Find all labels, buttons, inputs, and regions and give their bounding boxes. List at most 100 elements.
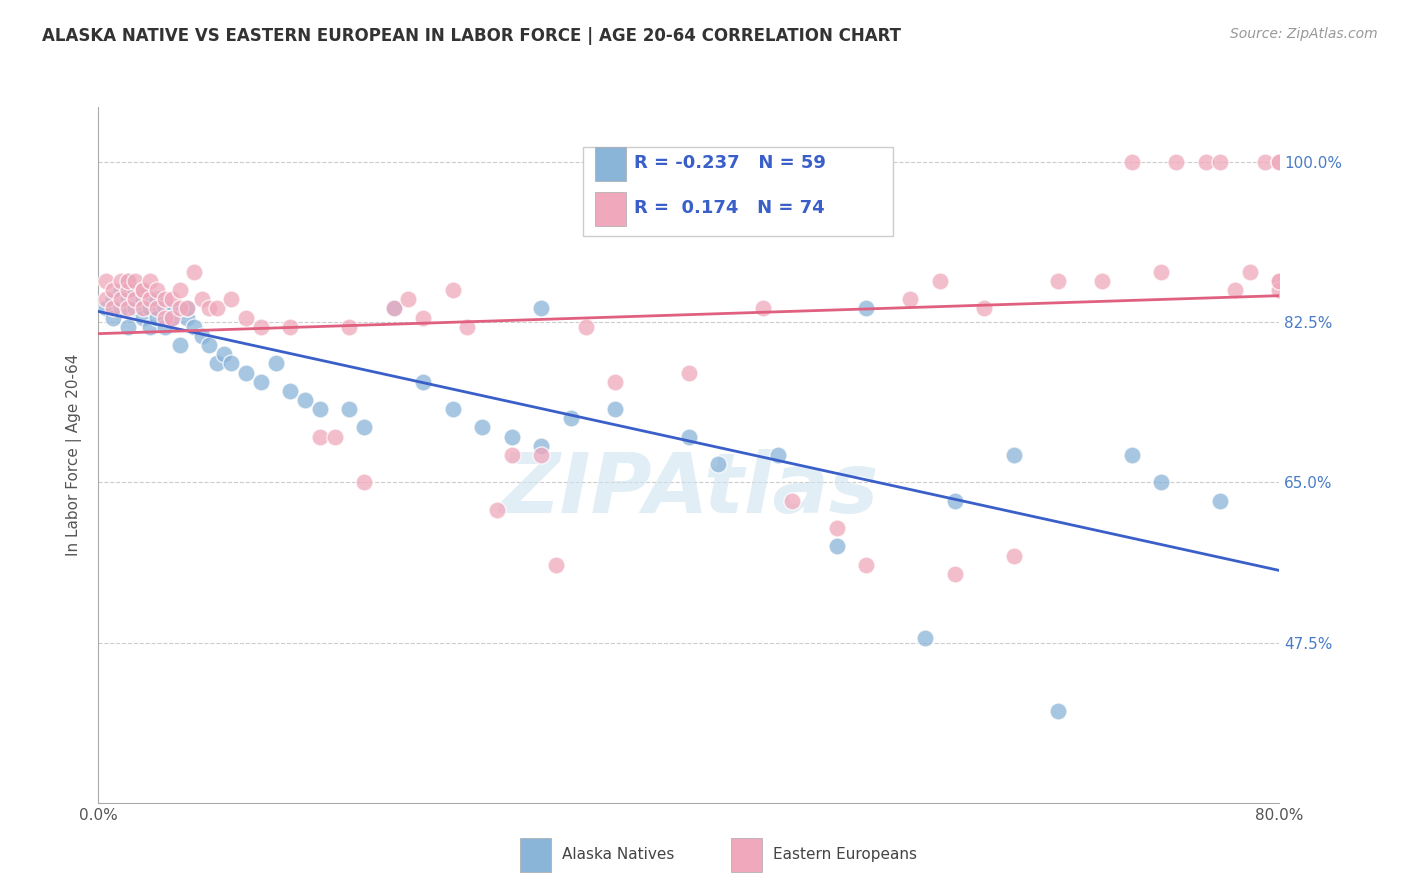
Point (198, 301, 221, 316)
Point (162, 310, 183, 325)
Y-axis label: In Labor Force | Age 20-64: In Labor Force | Age 20-64 (66, 354, 83, 556)
Point (176, 301, 198, 316)
Point (546, 558, 568, 572)
Point (176, 301, 198, 316)
Point (117, 274, 139, 288)
Point (855, 301, 877, 316)
Point (110, 283, 132, 297)
Point (1239, 265, 1261, 279)
Point (1150, 265, 1173, 279)
Point (117, 283, 139, 297)
Point (309, 402, 332, 417)
Point (530, 448, 553, 462)
Point (412, 310, 434, 325)
Point (132, 283, 155, 297)
Point (456, 319, 478, 334)
Point (110, 274, 132, 288)
Point (153, 319, 176, 334)
Point (353, 420, 375, 434)
Point (766, 448, 789, 462)
Point (153, 310, 176, 325)
Point (574, 319, 596, 334)
Point (1209, 493, 1232, 508)
Point (943, 493, 966, 508)
Point (855, 558, 877, 572)
Point (235, 366, 257, 380)
Point (124, 301, 146, 316)
Point (396, 293, 419, 307)
Point (560, 411, 582, 425)
Point (353, 475, 375, 490)
Point (139, 319, 162, 334)
Point (1268, 283, 1291, 297)
Point (1121, 155, 1143, 169)
Point (309, 429, 332, 443)
Point (94, 301, 117, 316)
Point (678, 366, 700, 380)
Point (205, 301, 228, 316)
Point (678, 429, 700, 443)
Point (1209, 155, 1232, 169)
Point (103, 293, 125, 307)
Point (1254, 155, 1277, 169)
Point (323, 429, 346, 443)
Point (1268, 274, 1291, 288)
Point (169, 283, 191, 297)
Point (914, 631, 936, 645)
Point (132, 283, 155, 297)
Text: ALASKA NATIVE VS EASTERN EUROPEAN IN LABOR FORCE | AGE 20-64 CORRELATION CHART: ALASKA NATIVE VS EASTERN EUROPEAN IN LAB… (42, 27, 901, 45)
Text: R = -0.237   N = 59: R = -0.237 N = 59 (634, 154, 825, 172)
Point (183, 265, 205, 279)
Point (198, 338, 221, 352)
Point (162, 310, 183, 325)
Point (132, 293, 155, 307)
Point (117, 274, 139, 288)
Point (132, 283, 155, 297)
Point (294, 392, 316, 407)
Point (441, 402, 464, 417)
Point (264, 356, 287, 370)
Point (1195, 155, 1218, 169)
Point (501, 448, 523, 462)
Point (278, 384, 302, 398)
Point (132, 310, 155, 325)
Point (110, 293, 132, 307)
Point (146, 283, 169, 297)
Point (124, 283, 146, 297)
Point (94, 274, 117, 288)
Text: Eastern Europeans: Eastern Europeans (773, 847, 917, 862)
Point (412, 375, 434, 389)
Point (139, 293, 162, 307)
Point (441, 283, 464, 297)
Point (1091, 274, 1114, 288)
Point (94, 293, 117, 307)
Point (825, 521, 848, 535)
Point (169, 301, 191, 316)
Point (146, 293, 169, 307)
Point (339, 319, 360, 334)
Point (1164, 155, 1187, 169)
Point (250, 319, 273, 334)
Point (124, 293, 146, 307)
Point (1268, 274, 1291, 288)
Point (219, 293, 242, 307)
Point (707, 155, 730, 169)
Point (782, 493, 804, 508)
Point (153, 293, 176, 307)
Point (1046, 274, 1069, 288)
Text: ZIPAtlas: ZIPAtlas (499, 450, 879, 530)
Point (1268, 155, 1291, 169)
Point (530, 301, 553, 316)
Text: R =  0.174   N = 74: R = 0.174 N = 74 (634, 199, 825, 217)
Point (605, 402, 627, 417)
Point (169, 338, 191, 352)
Point (132, 301, 155, 316)
Point (117, 301, 139, 316)
Point (176, 310, 198, 325)
Point (117, 319, 139, 334)
Point (605, 375, 627, 389)
Point (1150, 475, 1173, 490)
Point (900, 293, 922, 307)
Point (751, 301, 773, 316)
Point (530, 439, 553, 453)
